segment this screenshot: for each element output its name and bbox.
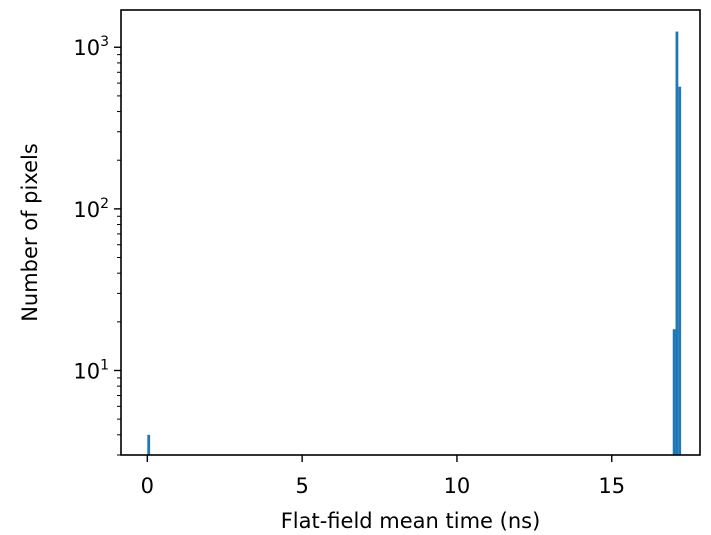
y-axis-title: Number of pixels xyxy=(18,143,42,322)
x-tick-label: 15 xyxy=(598,474,625,498)
histogram-bars xyxy=(147,31,682,456)
y-tick-label: 103 xyxy=(73,34,109,60)
histogram-bar-1 xyxy=(672,329,676,455)
y-tick-label: 101 xyxy=(73,357,109,383)
x-tick-label: 0 xyxy=(141,474,154,498)
plot-frame xyxy=(120,9,701,456)
x-ticks: 0 5 10 15 xyxy=(141,455,625,498)
x-axis-title: Flat-field mean time (ns) xyxy=(281,509,541,533)
histogram-bar-3 xyxy=(678,86,682,455)
y-major-ticks: 101 102 103 xyxy=(73,34,121,383)
x-tick-label: 10 xyxy=(444,474,471,498)
y-tick-label: 102 xyxy=(73,196,109,222)
histogram-bar-0 xyxy=(147,434,151,455)
histogram-bar-2 xyxy=(675,31,679,456)
x-tick-label: 5 xyxy=(295,474,308,498)
